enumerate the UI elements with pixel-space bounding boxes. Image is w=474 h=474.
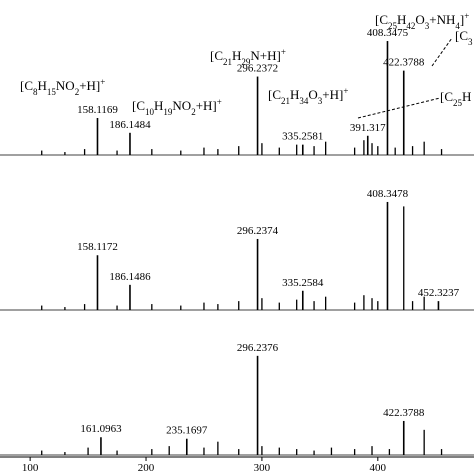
formula-label: [C25H42O3+NH4]+	[375, 11, 469, 31]
peak-label: 235.1697	[166, 425, 208, 437]
peak-label: 158.1172	[77, 241, 118, 253]
formula-label: [C25H	[440, 89, 471, 108]
x-tick-label: 200	[138, 462, 155, 474]
x-tick-label: 300	[254, 462, 271, 474]
peak-label: 296.2374	[237, 225, 279, 237]
peak-label: 335.2584	[282, 277, 324, 289]
peak-label: 161.0963	[80, 423, 122, 435]
peak-label: 186.1484	[109, 119, 151, 131]
peak-label: 335.2581	[282, 131, 323, 143]
peak-label: 391.317	[350, 122, 386, 134]
formula-label: [C10H19NO2+H]+	[132, 97, 222, 117]
peak-label: 186.1486	[109, 271, 151, 283]
x-tick-label: 100	[22, 462, 39, 474]
formula-label: [C21H29N+H]+	[210, 47, 286, 67]
peak-label: 408.3475	[367, 27, 409, 39]
formula-label: [C8H15NO2+H]+	[20, 77, 105, 97]
formula-label: [C3	[455, 28, 473, 47]
peak-label: 296.2376	[237, 342, 279, 354]
peak-label: 158.1169	[77, 104, 118, 116]
leader-line	[357, 97, 441, 119]
peak-label: 422.3788	[383, 57, 425, 69]
peak-label: 408.3478	[367, 188, 409, 200]
x-tick-label: 400	[370, 462, 387, 474]
leader-line	[431, 37, 453, 67]
peak-label: 452.3237	[418, 287, 460, 299]
peak-label: 296.2372	[237, 63, 278, 75]
peak-label: 422.3788	[383, 407, 425, 419]
formula-label: [C21H34O3+H]+	[268, 86, 348, 106]
